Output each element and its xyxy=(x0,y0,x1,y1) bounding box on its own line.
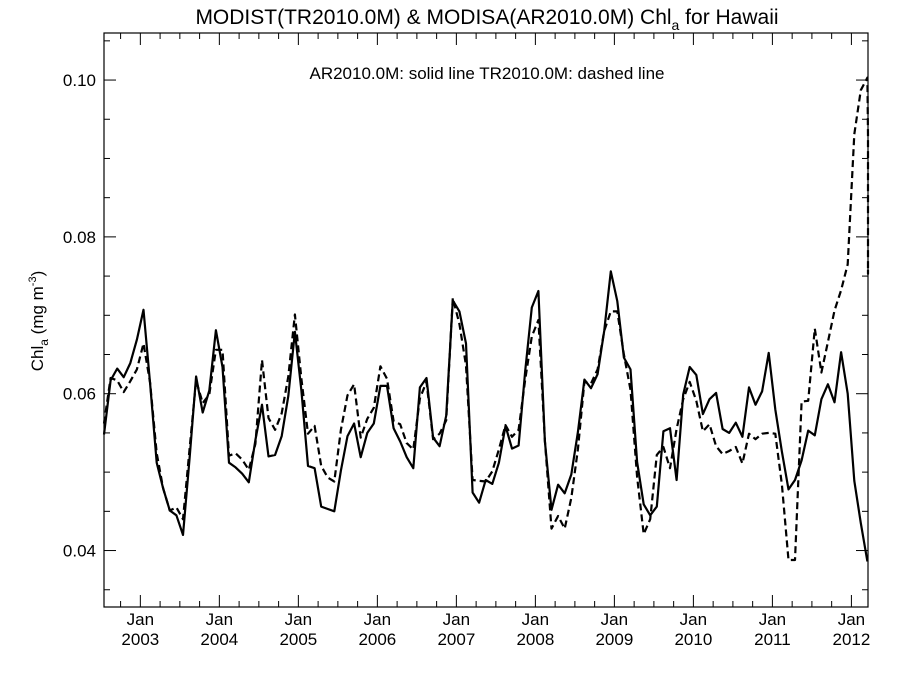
x-tick-year-label: 2010 xyxy=(674,630,712,649)
series-line-tr2010-0m xyxy=(102,76,870,562)
y-axis-label-superscript: -3 xyxy=(27,276,39,286)
chart-title: MODIST(TR2010.0M) & MODISA(AR2010.0M) Ch… xyxy=(195,6,778,33)
x-tick-month-label: Jan xyxy=(285,610,312,629)
x-tick-month-label: Jan xyxy=(127,610,154,629)
y-axis-label-units: (mg m xyxy=(28,286,47,339)
plot-frame xyxy=(103,32,869,608)
x-tick-month-label: Jan xyxy=(601,610,628,629)
series-annotation: AR2010.0M: solid line TR2010.0M: dashed … xyxy=(309,64,664,83)
y-axis-label: Chla (mg m-3) xyxy=(27,271,51,372)
x-tick-month-label: Jan xyxy=(206,610,233,629)
x-tick-month-label: Jan xyxy=(759,610,786,629)
x-tick-year-label: 2006 xyxy=(358,630,396,649)
x-tick-year-label: 2005 xyxy=(279,630,317,649)
series-line-ar2010-0m xyxy=(102,270,869,562)
plot-area: 0.040.060.080.10Jan2003Jan2004Jan2005Jan… xyxy=(63,32,870,649)
x-tick-year-label: 2011 xyxy=(754,630,791,649)
y-axis-label-close: ) xyxy=(28,271,47,277)
x-tick-year-label: 2004 xyxy=(200,630,238,649)
y-tick-label: 0.04 xyxy=(63,542,96,561)
x-tick-month-label: Jan xyxy=(522,610,549,629)
y-tick-label: 0.08 xyxy=(63,228,96,247)
x-tick-month-label: Jan xyxy=(443,610,470,629)
x-tick-month-label: Jan xyxy=(838,610,865,629)
y-axis-label-subscript: a xyxy=(37,339,51,346)
x-tick-year-label: 2012 xyxy=(832,630,870,649)
chart-title-main: MODIST(TR2010.0M) & MODISA(AR2010.0M) Ch… xyxy=(195,6,671,29)
x-tick-year-label: 2009 xyxy=(595,630,633,649)
x-tick-month-label: Jan xyxy=(680,610,707,629)
y-axis-label-main: Chl xyxy=(28,346,47,372)
y-tick-label: 0.06 xyxy=(63,385,96,404)
chart-title-suffix: for Hawaii xyxy=(679,6,778,29)
x-tick-year-label: 2007 xyxy=(437,630,475,649)
x-tick-year-label: 2003 xyxy=(121,630,159,649)
chart-title-subscript: a xyxy=(672,17,680,33)
y-tick-label: 0.10 xyxy=(63,71,96,90)
x-tick-month-label: Jan xyxy=(364,610,391,629)
x-tick-year-label: 2008 xyxy=(516,630,554,649)
